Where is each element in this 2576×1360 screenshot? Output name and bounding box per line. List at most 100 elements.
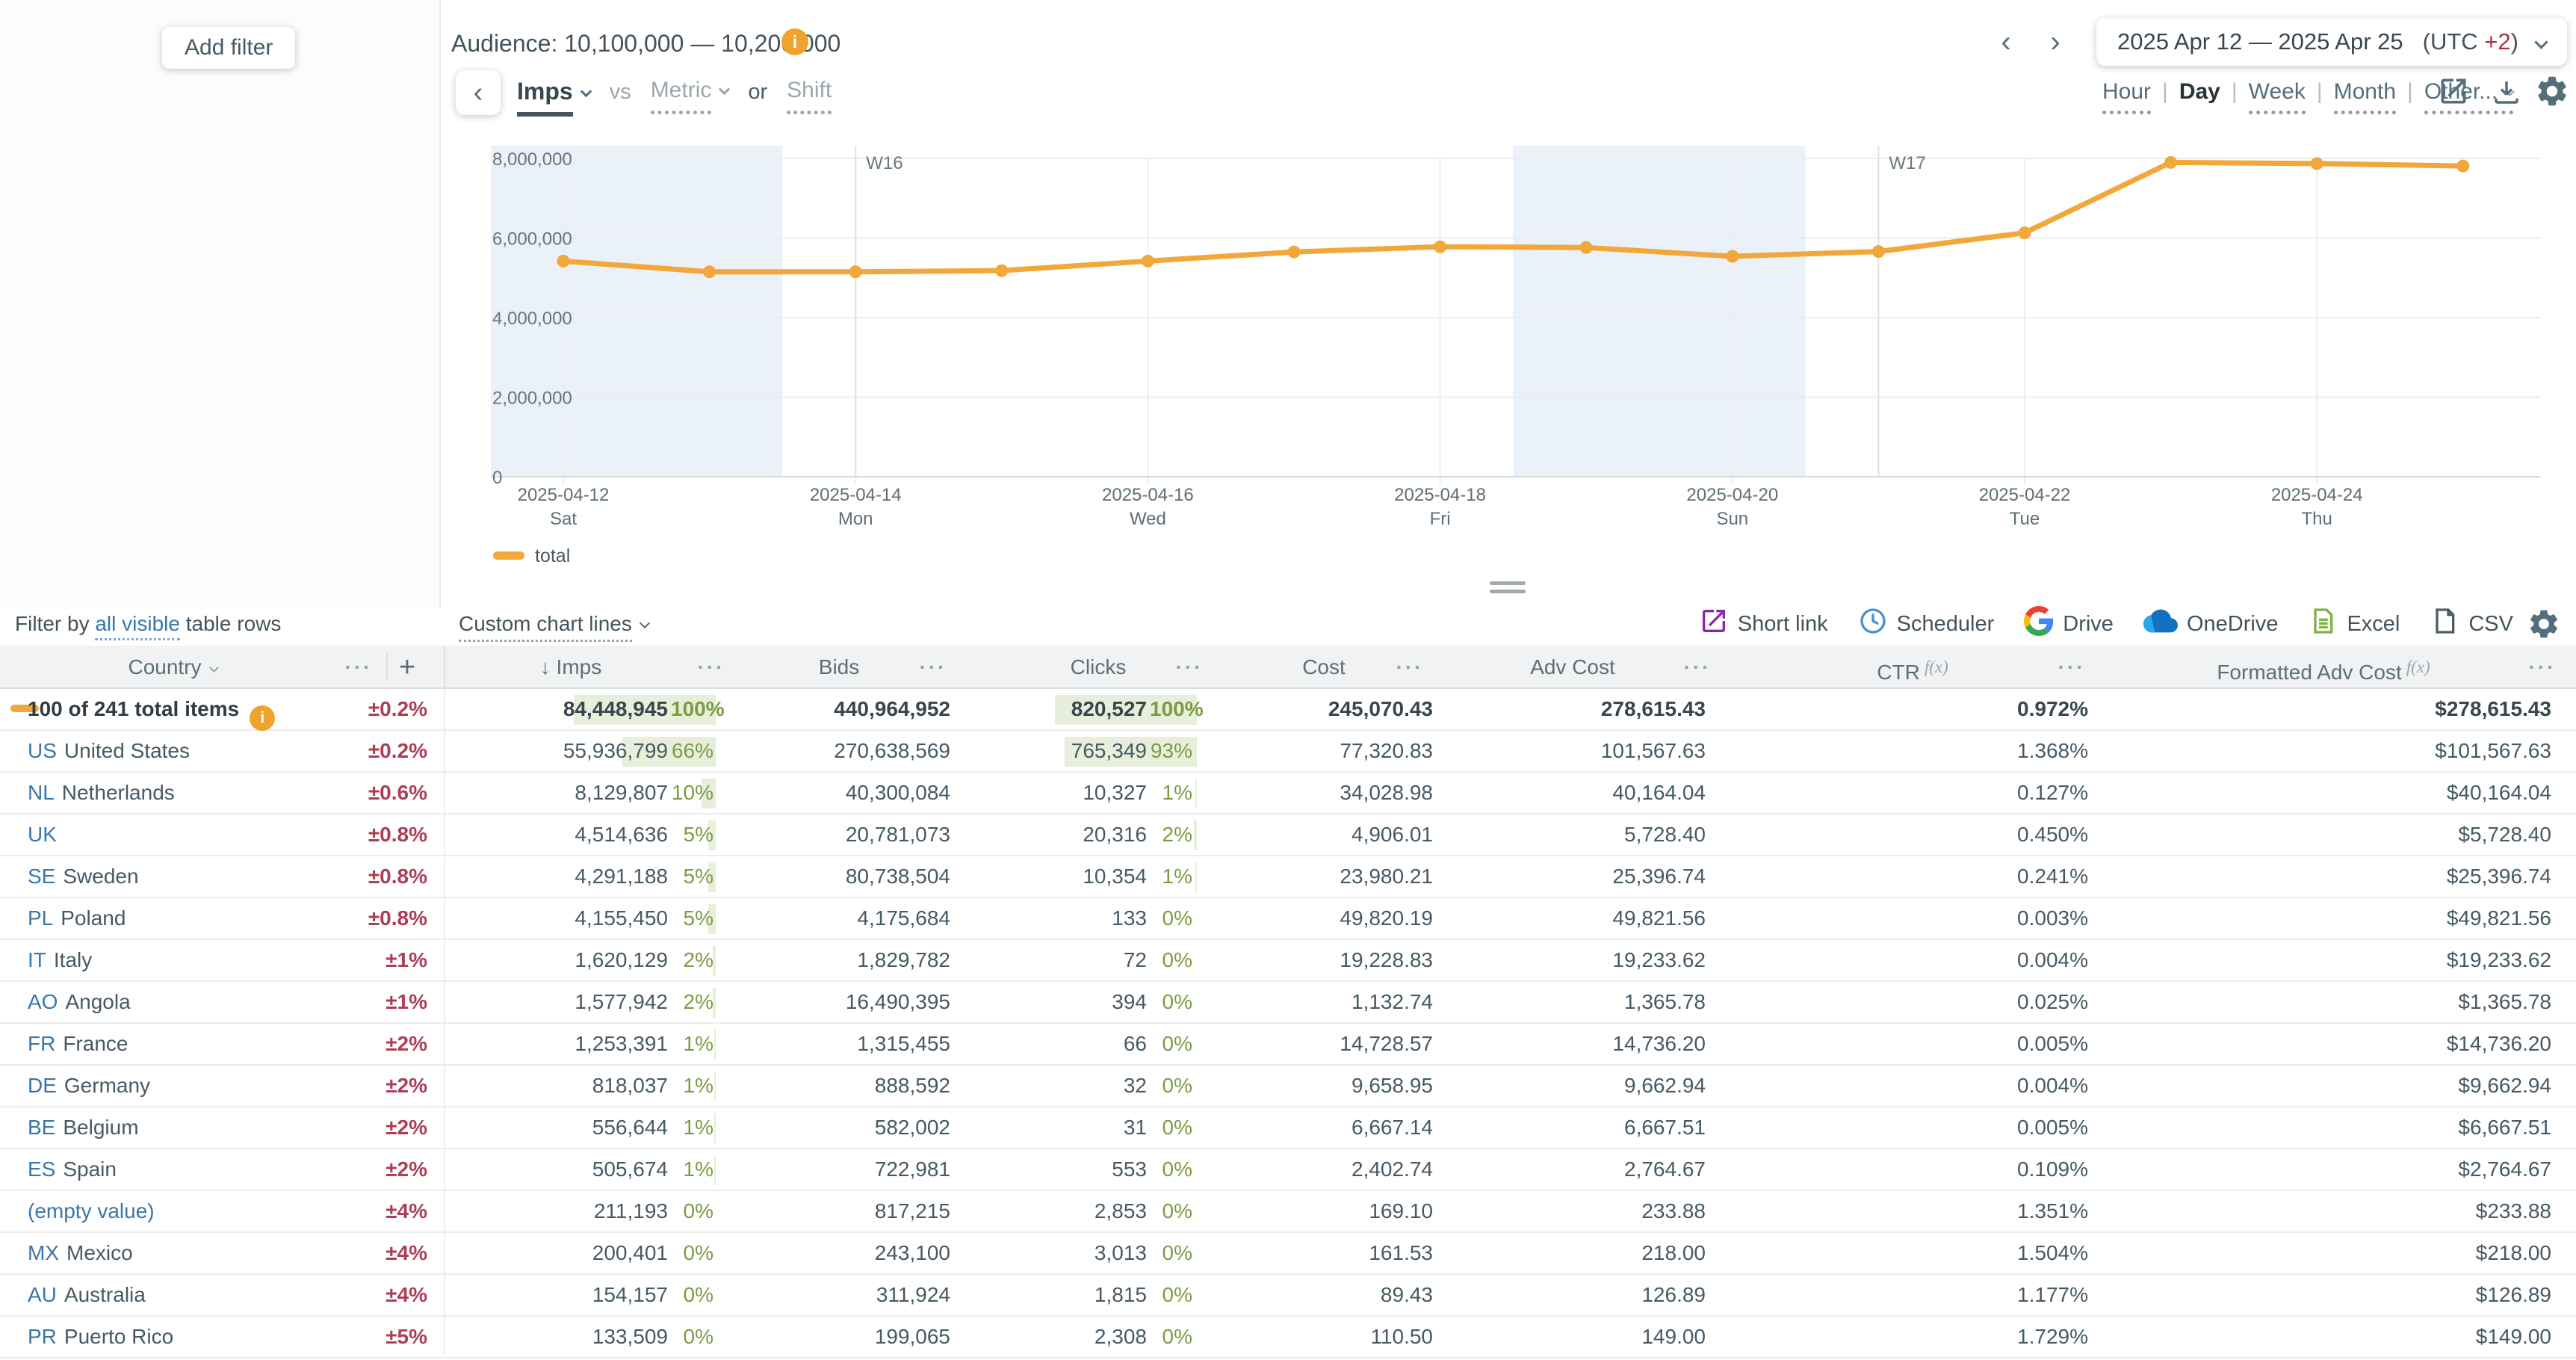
cell-delta: ±4% [386, 1283, 427, 1306]
export-short-link-button[interactable]: Short link [1699, 606, 1828, 642]
table-row[interactable]: AU Australia ±4% 154,157 0% 311,924 1,815 0% 89.… [0, 1275, 2576, 1317]
column-menu-icon[interactable] [336, 646, 381, 689]
table-row[interactable]: BE Belgium ±2% 556,644 1% 582,002 31 0% 6,667.14… [0, 1107, 2576, 1149]
column-menu-icon[interactable] [911, 646, 956, 689]
cell-adv-cost: 49,821.56 [1612, 906, 1706, 930]
table-row[interactable]: PR Puerto Rico ±5% 133,509 0% 199,065 2,308 0% 1… [0, 1317, 2576, 1359]
tab-granularity-day[interactable]: Day [2179, 79, 2220, 104]
column-header-bids[interactable]: Bids [818, 655, 860, 679]
column-menu-icon[interactable] [689, 646, 734, 689]
cell-ctr: 0.127% [2017, 781, 2088, 804]
shift-placeholder: Shift [787, 78, 832, 114]
cell-clicks-pct: 1% [1162, 865, 1192, 888]
column-header-clicks[interactable]: Clicks [1070, 655, 1127, 679]
filter-by-label: Filter by [15, 612, 96, 635]
table-row[interactable]: MX Mexico ±4% 200,401 0% 243,100 3,013 0% 161.53… [0, 1233, 2576, 1275]
export-onedrive-button[interactable]: OneDrive [2143, 604, 2278, 644]
date-next-button[interactable]: › [2038, 22, 2072, 61]
cell-cost: 169.10 [1369, 1199, 1433, 1223]
cell-ctr: 0.005% [2017, 1032, 2088, 1055]
timeseries-chart[interactable]: 0 2,000,000 4,000,000 6,000,000 8,000,000 W16… [441, 127, 2576, 590]
export-csv-button[interactable]: CSV [2430, 606, 2513, 642]
column-header-country[interactable]: Country [98, 646, 247, 689]
table-total-row[interactable]: 100 of 241 total items i ±0.2% 84,448,945 10… [0, 689, 2576, 731]
download-icon[interactable] [2491, 76, 2522, 110]
sort-desc-icon: ↓ [539, 655, 551, 679]
column-menu-icon[interactable] [1675, 646, 1720, 689]
tab-granularity-month[interactable]: Month [2333, 79, 2397, 114]
table-row[interactable]: ES Spain ±2% 505,674 1% 722,981 553 0% 2,402.74 2… [0, 1149, 2576, 1191]
imps-share-bar [622, 737, 716, 767]
info-icon[interactable]: i [250, 705, 276, 731]
table-row[interactable]: US United States ±0.2% 55,936,799 66% 270,638… [0, 731, 2576, 773]
cell-adv-cost: 101,567.63 [1600, 739, 1706, 762]
cell-formatted-adv-cost: $40,164.04 [2446, 781, 2551, 804]
column-menu-icon[interactable] [1387, 646, 1432, 689]
country-code: FR [28, 1032, 56, 1055]
chart-resize-handle[interactable] [1490, 581, 1526, 598]
column-header-ctr[interactable]: CTR f(x) [1877, 658, 1948, 684]
add-column-button[interactable] [388, 646, 426, 689]
filter-by-row: Filter by all visible table rows [15, 607, 281, 641]
shift-dropdown[interactable]: Shift [787, 78, 832, 114]
export-drive-button[interactable]: Drive [2024, 606, 2114, 642]
all-visible-link[interactable]: all visible [95, 612, 180, 640]
custom-chart-lines-label: Custom chart lines [459, 612, 632, 642]
cell-clicks: 66 [1123, 1032, 1147, 1055]
cell-formatted-adv-cost: $19,233.62 [2446, 948, 2551, 971]
audience-info-icon[interactable]: i [781, 28, 808, 55]
column-header-formatted-adv-cost[interactable]: Formatted Adv Cost f(x) [2217, 658, 2430, 684]
chart-back-button[interactable]: ‹ [456, 70, 501, 115]
country-name: Poland [61, 906, 126, 930]
svg-text:2025-04-24: 2025-04-24 [2271, 485, 2363, 505]
column-menu-icon[interactable] [1167, 646, 1212, 689]
cell-imps-pct: 10% [671, 781, 713, 804]
column-header-imps[interactable]: ↓ Imps [539, 655, 602, 679]
cell-formatted-adv-cost: $25,396.74 [2446, 865, 2551, 888]
table-row[interactable]: NL Netherlands ±0.6% 8,129,807 10% 40,300,084… [0, 773, 2576, 815]
chevron-down-icon [208, 663, 219, 673]
open-external-icon[interactable] [2437, 75, 2470, 110]
export-excel-button[interactable]: Excel [2308, 606, 2400, 642]
cell-bids: 1,315,455 [857, 1032, 950, 1055]
svg-text:6,000,000: 6,000,000 [492, 229, 572, 250]
tab-granularity-week[interactable]: Week [2248, 79, 2306, 114]
metric-imps-dropdown[interactable]: Imps [517, 78, 592, 117]
cell-imps: 84,448,945 [563, 697, 668, 720]
column-header-cost[interactable]: Cost [1302, 655, 1346, 679]
cell-imps: 1,577,942 [575, 990, 668, 1013]
add-filter-button[interactable]: Add filter [162, 27, 296, 69]
cell-adv-cost: 6,667.51 [1624, 1116, 1706, 1139]
cell-delta: ±2% [386, 1074, 427, 1097]
column-menu-icon[interactable] [2520, 646, 2565, 689]
table-row[interactable]: UK ±0.8% 4,514,636 5% 20,781,073 20,316 2% 4,90… [0, 815, 2576, 856]
imps-share-bar [708, 904, 716, 934]
table-row[interactable]: PL Poland ±0.8% 4,155,450 5% 4,175,684 133 0% 49… [0, 898, 2576, 940]
custom-chart-lines-dropdown[interactable]: Custom chart lines [459, 607, 650, 642]
cell-clicks: 2,308 [1094, 1325, 1147, 1348]
svg-text:W17: W17 [1889, 153, 1925, 173]
date-range-picker[interactable]: 2025 Apr 12 — 2025 Apr 25 (UTC +2) [2096, 18, 2567, 66]
column-menu-icon[interactable] [2049, 646, 2094, 689]
table-row[interactable]: DE Germany ±2% 818,037 1% 888,592 32 0% 9,658.95… [0, 1066, 2576, 1107]
tab-granularity-hour[interactable]: Hour [2102, 79, 2152, 114]
chart-settings-gear-icon[interactable] [2534, 73, 2570, 111]
export-scheduler-button[interactable]: Scheduler [1858, 606, 1994, 642]
table-row[interactable]: FR France ±2% 1,253,391 1% 1,315,455 66 0% 14,72… [0, 1024, 2576, 1066]
date-prev-button[interactable]: ‹ [1989, 22, 2023, 61]
table-row[interactable]: (empty value) ±4% 211,193 0% 817,215 2,853 0% 1… [0, 1191, 2576, 1233]
cell-cost: 19,228.83 [1340, 948, 1433, 971]
cell-formatted-adv-cost: $6,667.51 [2458, 1116, 2551, 1139]
country-cell: US United States [28, 731, 285, 771]
table-row[interactable]: AO Angola ±1% 1,577,942 2% 16,490,395 394 0% 1,1… [0, 982, 2576, 1024]
table-row[interactable]: SE Sweden ±0.8% 4,291,188 5% 80,738,504 10,354… [0, 856, 2576, 898]
compare-metric-dropdown[interactable]: Metric [650, 78, 731, 114]
column-header-adv-cost[interactable]: Adv Cost [1530, 655, 1615, 679]
cell-ctr: 0.109% [2017, 1157, 2088, 1181]
cell-imps: 505,674 [592, 1157, 668, 1181]
table-row[interactable]: IT Italy ±1% 1,620,129 2% 1,829,782 72 0% 19,228… [0, 940, 2576, 982]
country-name: (empty value) [28, 1199, 155, 1223]
table-settings-gear-icon[interactable] [2527, 607, 2561, 643]
cell-clicks-pct: 0% [1162, 948, 1192, 971]
cell-cost: 110.50 [1370, 1325, 1433, 1348]
